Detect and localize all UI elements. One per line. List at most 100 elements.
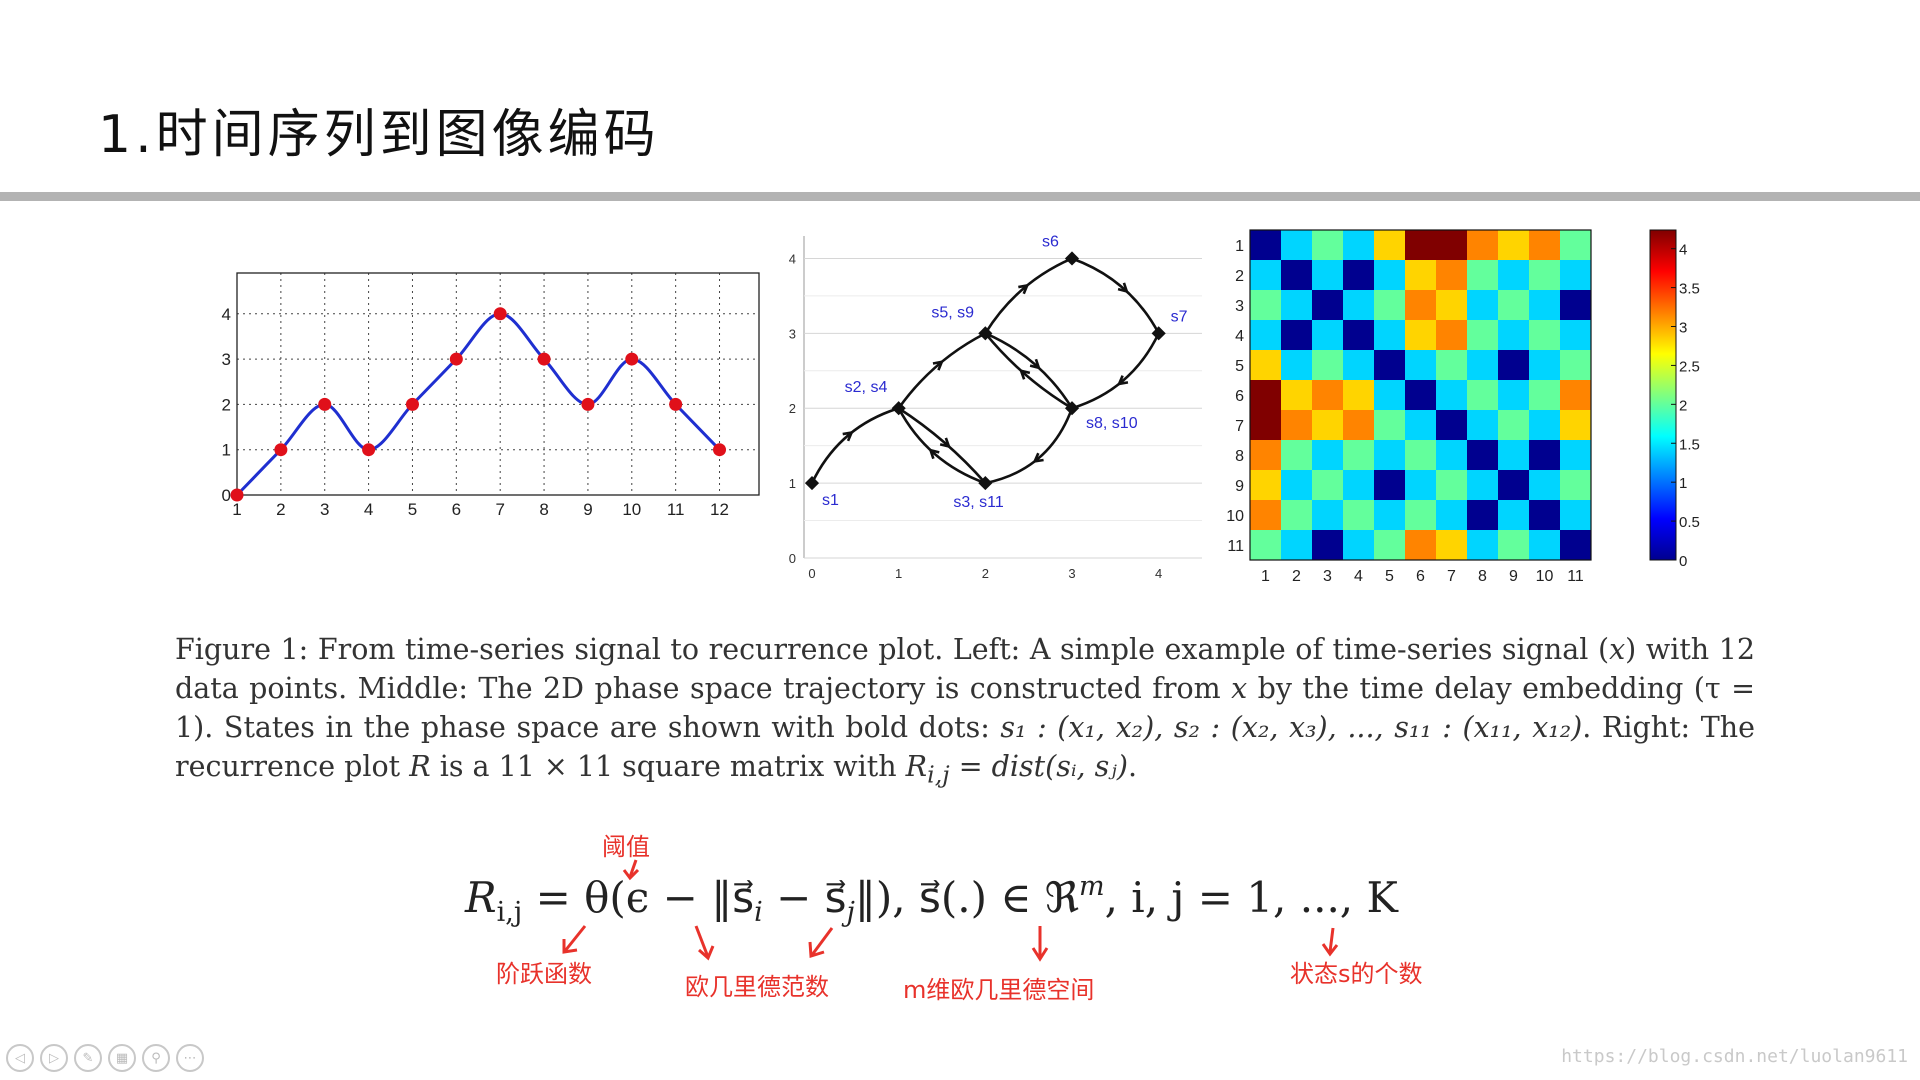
recurrence-cell	[1436, 230, 1468, 261]
trajectory-edge	[984, 257, 1073, 335]
recurrence-cell	[1529, 500, 1561, 531]
col-label: 7	[1447, 568, 1456, 585]
row-label: 8	[1235, 448, 1244, 465]
trajectory-edge	[1071, 257, 1160, 334]
recurrence-cell	[1467, 320, 1499, 351]
row-label: 7	[1235, 418, 1244, 435]
recurrence-cell	[1529, 230, 1561, 261]
recurrence-cell	[1281, 350, 1313, 381]
y-tick-label: 4	[789, 251, 796, 266]
y-tick-label: 0	[222, 486, 231, 505]
row-label: 11	[1227, 538, 1244, 555]
time-series-grid	[237, 273, 759, 495]
trajectory-edge	[985, 407, 1074, 485]
recurrence-cell	[1374, 500, 1406, 531]
trajectory-arrowhead	[1029, 358, 1041, 370]
trajectory-arrowhead	[939, 437, 951, 449]
trajectory-arrowhead	[1117, 282, 1129, 294]
colorbar-tick-label: 1.5	[1679, 436, 1700, 453]
recurrence-cell	[1560, 290, 1592, 321]
recurrence-cell	[1250, 440, 1282, 471]
data-point	[274, 443, 288, 457]
trajectory-arrowhead	[932, 360, 944, 371]
recurrence-matrix	[1250, 230, 1592, 561]
recurrence-cell	[1374, 320, 1406, 351]
recurrence-cell	[1250, 380, 1282, 411]
title-divider	[0, 192, 1920, 201]
recurrence-cell	[1498, 530, 1530, 561]
recurrence-cell	[1312, 440, 1344, 471]
col-label: 5	[1385, 568, 1394, 585]
state-point	[978, 476, 993, 491]
x-tick-label: 2	[276, 500, 285, 519]
recurrence-cell	[1405, 470, 1437, 501]
col-label: 8	[1478, 568, 1487, 585]
trajectory-edge	[897, 407, 986, 485]
recurrence-cell	[1312, 530, 1344, 561]
state-label: s7	[1171, 308, 1188, 325]
prev-icon[interactable]: ◁	[6, 1044, 34, 1072]
row-label: 2	[1235, 268, 1244, 285]
recurrence-cell	[1560, 410, 1592, 441]
recurrence-cell	[1281, 470, 1313, 501]
recurrence-cell	[1529, 470, 1561, 501]
recurrence-cell	[1281, 500, 1313, 531]
recurrence-cell	[1529, 290, 1561, 321]
recurrence-cell	[1281, 410, 1313, 441]
figure-caption: Figure 1: From time-series signal to rec…	[175, 630, 1755, 795]
recurrence-cell	[1281, 530, 1313, 561]
recurrence-cell	[1343, 380, 1375, 411]
row-label: 4	[1235, 328, 1244, 345]
slides-icon[interactable]: ▦	[108, 1044, 136, 1072]
col-label: 6	[1416, 568, 1425, 585]
data-point	[318, 397, 332, 411]
y-tick-label: 4	[222, 305, 231, 324]
recurrence-cell	[1343, 500, 1375, 531]
presentation-toolbar: ◁ ▷ ✎ ▦ ⚲ ⋯	[6, 1044, 204, 1072]
recurrence-cell	[1250, 320, 1282, 351]
zoom-icon[interactable]: ⚲	[142, 1044, 170, 1072]
recurrence-cell	[1467, 440, 1499, 471]
recurrence-cell	[1436, 530, 1468, 561]
recurrence-cell	[1467, 350, 1499, 381]
state-label: s6	[1042, 233, 1059, 250]
recurrence-cell	[1529, 260, 1561, 291]
caption-math: s₁ : (x₁, x₂), s₂ : (x₂, x₃), ..., s₁₁ :…	[1000, 711, 1583, 744]
x-tick-label: 11	[667, 500, 685, 519]
data-point	[537, 352, 551, 366]
data-point	[493, 307, 507, 321]
recurrence-cell	[1250, 290, 1282, 321]
pen-icon[interactable]: ✎	[74, 1044, 102, 1072]
next-icon[interactable]: ▷	[40, 1044, 68, 1072]
caption-text: is a 11 × 11 square matrix with	[430, 750, 906, 783]
recurrence-cell	[1312, 230, 1344, 261]
x-tick-label: 3	[1068, 566, 1075, 581]
arrow-norm-left	[694, 925, 710, 958]
recurrence-cell	[1312, 470, 1344, 501]
state-label: s3, s11	[953, 494, 1004, 511]
trajectory-edge	[984, 332, 1073, 410]
recurrence-cell	[1498, 440, 1530, 471]
colorbar-tick-label: 3	[1679, 320, 1687, 337]
row-label: 3	[1235, 298, 1244, 315]
state-point	[1064, 251, 1080, 266]
recurrence-cell	[1281, 320, 1313, 351]
arrow-state-count	[1328, 927, 1335, 953]
state-label: s1	[822, 492, 839, 509]
trajectory-edge	[1071, 332, 1160, 410]
trajectory-arrowhead	[1116, 375, 1129, 386]
recurrence-cell	[1498, 320, 1530, 351]
arrowhead-step-function	[562, 939, 578, 954]
arrow-norm-right	[810, 927, 834, 956]
caption-text: ) with 12 data points. Middle: The 2D ph…	[175, 633, 1755, 705]
col-label: 3	[1323, 568, 1332, 585]
recurrence-cell	[1560, 320, 1592, 351]
x-tick-label: 1	[895, 566, 902, 581]
recurrence-cell	[1498, 260, 1530, 291]
caption-math: R	[905, 750, 928, 783]
more-icon[interactable]: ⋯	[176, 1044, 204, 1072]
recurrence-cell	[1250, 410, 1282, 441]
recurrence-cell	[1374, 410, 1406, 441]
x-tick-label: 8	[539, 500, 548, 519]
